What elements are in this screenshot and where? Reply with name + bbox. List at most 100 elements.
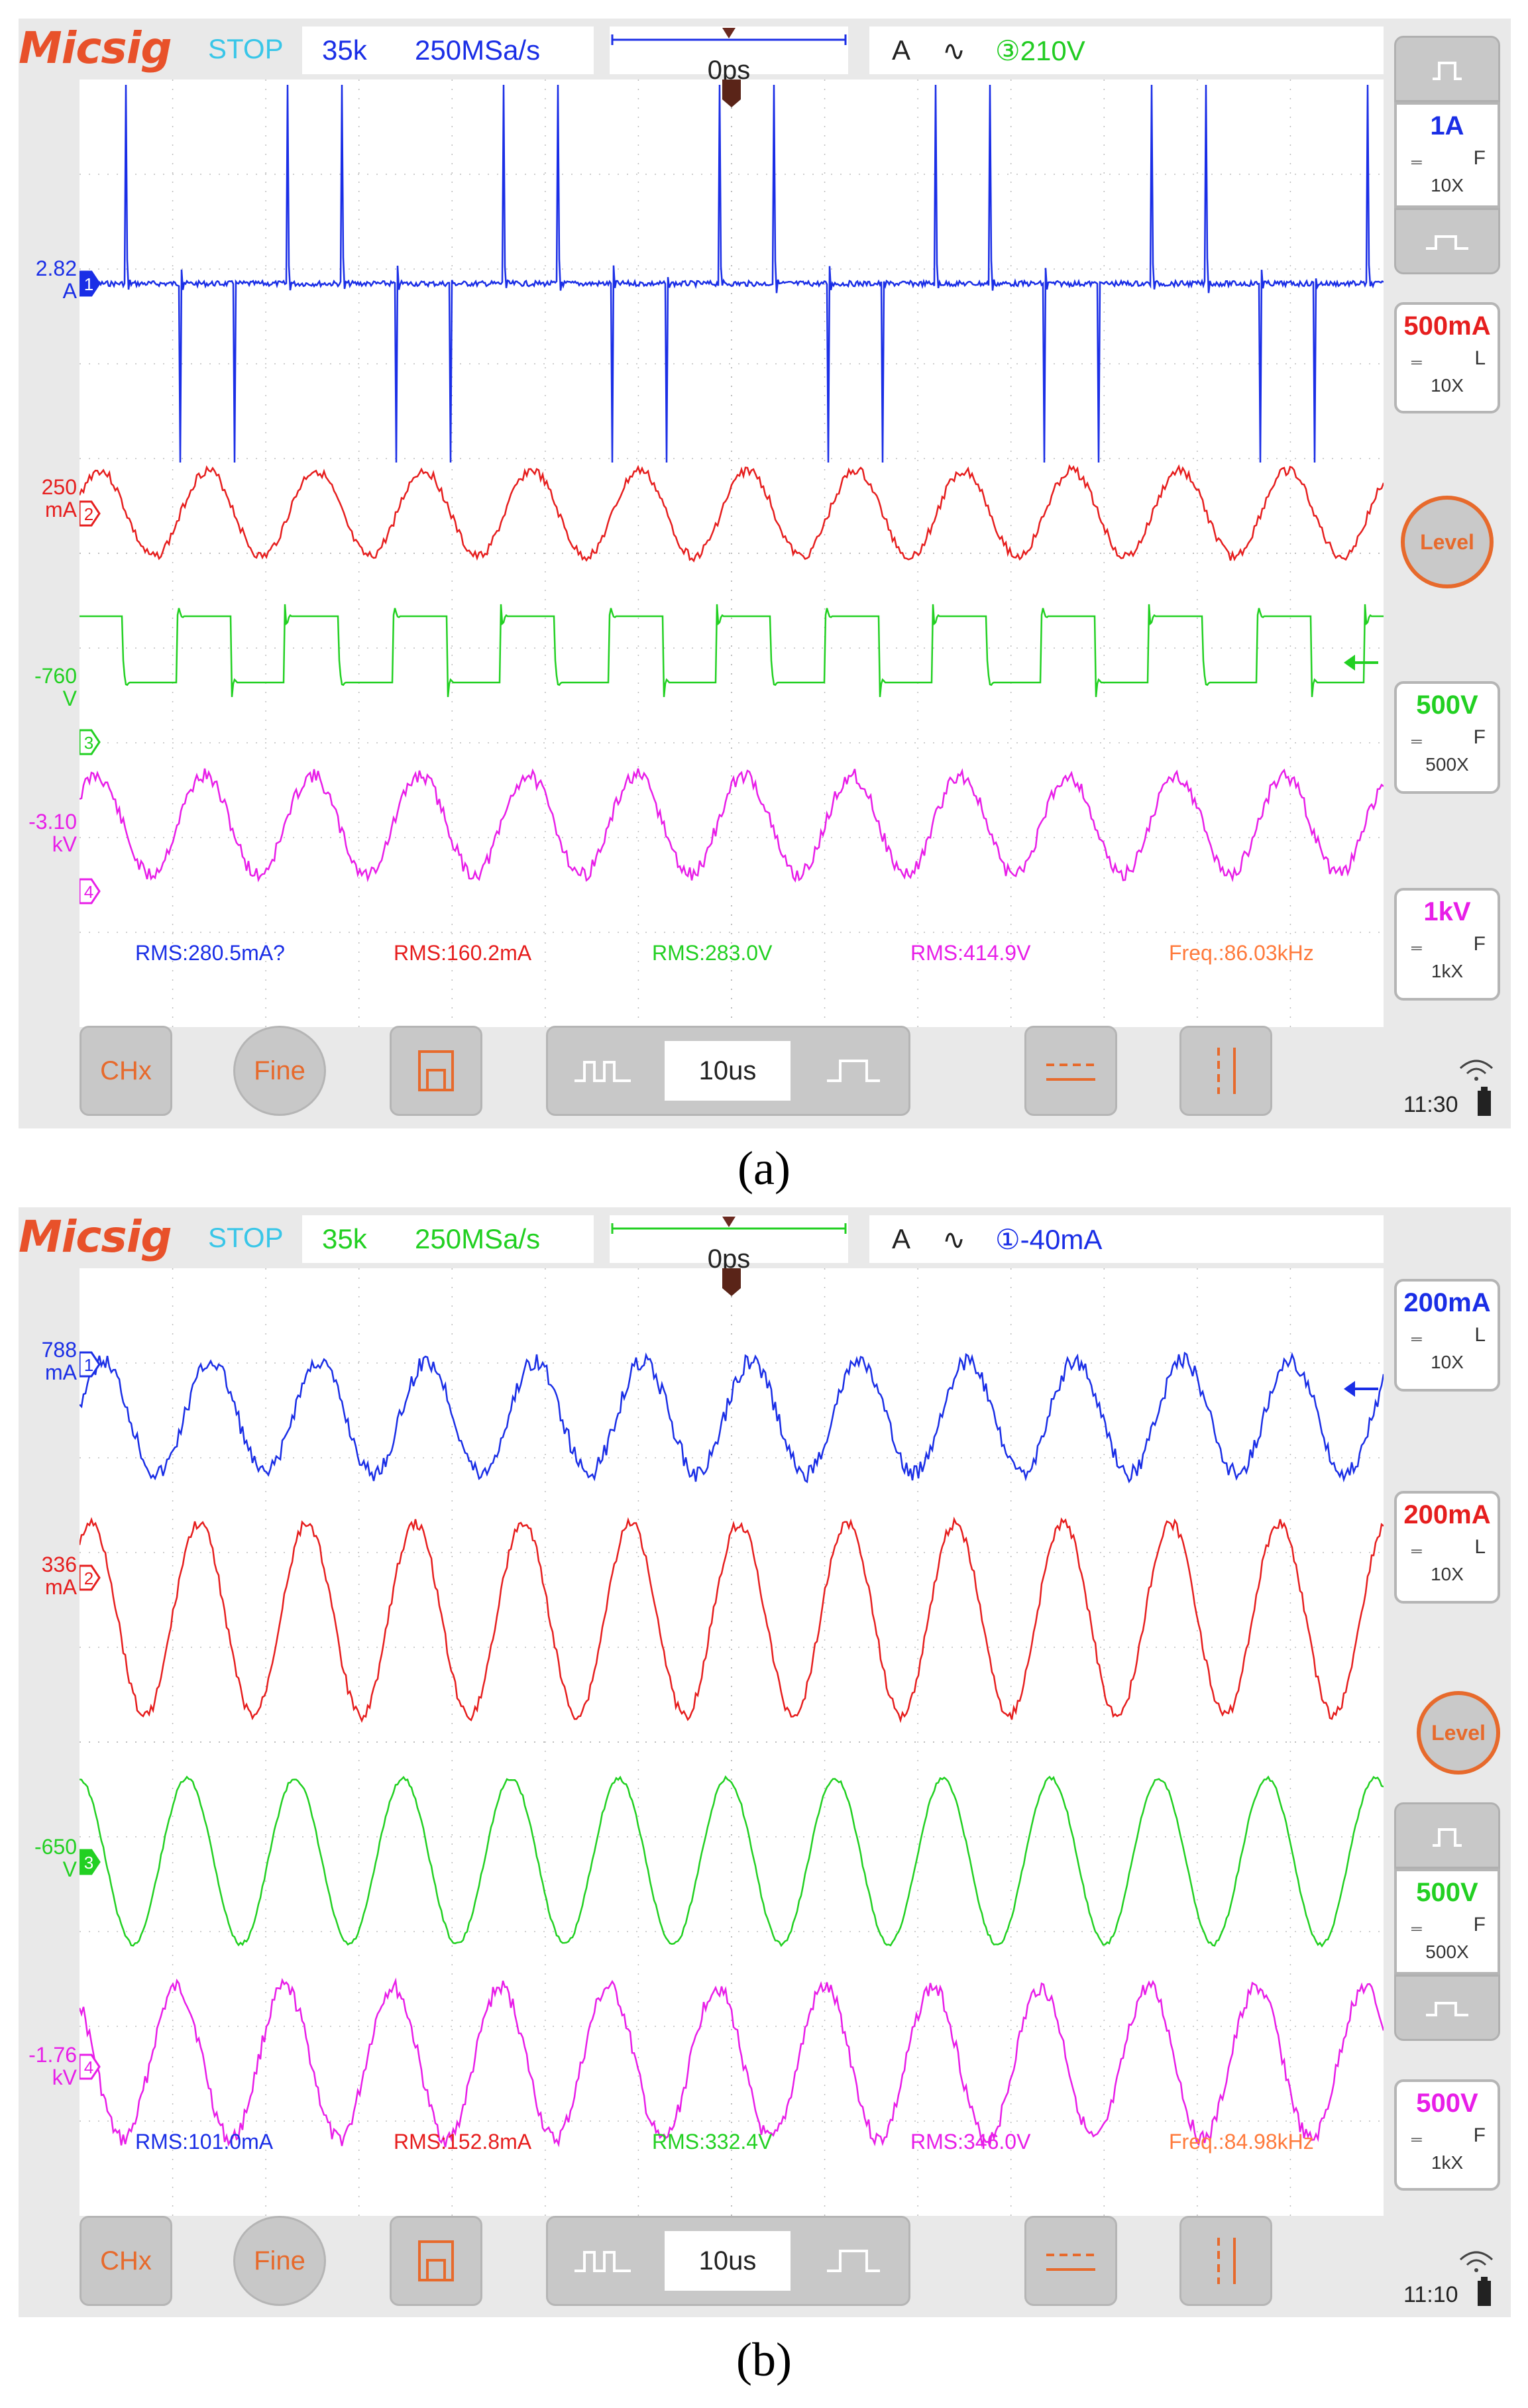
ch4-scale-box[interactable]: 500V ═ F 1kX bbox=[1394, 2079, 1500, 2191]
waveform-area[interactable]: 1 2 3 4 RMS:280.5mA? RMS:160.2mA RMS:283.0V… bbox=[80, 80, 1384, 1027]
ch1-trace bbox=[80, 84, 1384, 463]
ch2-offset-label: 250 mA bbox=[41, 475, 77, 521]
fine-button[interactable]: Fine bbox=[233, 2216, 326, 2306]
caption-b: (b) bbox=[736, 2333, 792, 2386]
trigger-level: ①-40mA bbox=[995, 1224, 1103, 1255]
ch4-offset-label: -3.10 kV bbox=[28, 810, 77, 856]
timebase-control[interactable]: 10us bbox=[546, 1026, 910, 1116]
trigger-mode: A bbox=[892, 1223, 911, 1254]
ch3-trace bbox=[80, 604, 1384, 698]
memory-depth: 35k bbox=[322, 34, 367, 66]
ch3-scale-down-button[interactable] bbox=[1394, 1975, 1500, 2041]
caption-a: (a) bbox=[737, 1142, 791, 1195]
ch1-scale-up-button[interactable] bbox=[1394, 36, 1500, 102]
trigger-level-arrow bbox=[1344, 655, 1378, 671]
ch3-offset-label: -760 V bbox=[34, 664, 77, 710]
clock: 11:10 bbox=[1403, 2282, 1458, 2307]
ch4-offset-label: -1.76 kV bbox=[28, 2043, 77, 2089]
top-status-bar: Micsig STOP 35k 250MSa/s 0ps A ∿ ①-40mA bbox=[19, 1207, 1384, 1274]
frequency-readout: Freq.:84.98kHz bbox=[1169, 2130, 1314, 2154]
ch3-scale-box[interactable]: 500V ═ F 500X bbox=[1394, 1869, 1500, 1975]
waveform-plot: 1 2 3 4 bbox=[80, 1268, 1384, 2216]
ch4-marker: 4 bbox=[80, 2053, 101, 2080]
graticule bbox=[80, 80, 1384, 1027]
svg-text:4: 4 bbox=[84, 882, 93, 902]
frequency-readout: Freq.:86.03kHz bbox=[1169, 941, 1314, 965]
trigger-slope-icon: ∿ bbox=[942, 35, 966, 66]
ch2-trace bbox=[80, 1516, 1384, 1724]
svg-text:2: 2 bbox=[84, 1568, 93, 1588]
memory-depth: 35k bbox=[322, 1223, 367, 1254]
time-offset-box[interactable]: 0ps bbox=[610, 27, 848, 85]
ch1-scale-box[interactable]: 200mA ═ L 10X bbox=[1394, 1279, 1500, 1392]
trigger-position-marker bbox=[722, 80, 741, 107]
timebase-value: 10us bbox=[665, 1041, 791, 1101]
ch4-trace bbox=[80, 1977, 1384, 2148]
ch1-offset-label: 2.82 A bbox=[35, 256, 77, 303]
sample-rate: 250MSa/s bbox=[415, 34, 541, 66]
ch3-marker: 3 bbox=[80, 729, 101, 755]
trigger-slope-icon: ∿ bbox=[942, 1224, 966, 1255]
wifi-icon bbox=[1459, 2251, 1494, 2272]
horizontal-cursor-icon bbox=[1046, 1064, 1095, 1081]
time-offset-box[interactable]: 0ps bbox=[610, 1215, 848, 1274]
save-icon bbox=[418, 1050, 454, 1091]
svg-text:1: 1 bbox=[84, 1355, 93, 1375]
run-stop-status[interactable]: STOP bbox=[208, 1222, 284, 1253]
chx-button[interactable]: CHx bbox=[80, 2216, 172, 2306]
fine-button[interactable]: Fine bbox=[233, 1026, 326, 1116]
ch3-offset-label: -650 V bbox=[34, 1835, 77, 1881]
ch1-scale-down-button[interactable] bbox=[1394, 208, 1500, 274]
ch4-rms: RMS:346.0V bbox=[910, 2130, 1031, 2154]
ch3-rms: RMS:332.4V bbox=[652, 2130, 773, 2154]
svg-text:1: 1 bbox=[84, 274, 93, 294]
svg-text:4: 4 bbox=[84, 2057, 93, 2077]
save-icon bbox=[418, 2240, 454, 2281]
ch1-scale-box[interactable]: 1A ═ F 10X bbox=[1394, 102, 1500, 208]
timebase-increase-icon bbox=[827, 1060, 880, 1082]
vertical-cursor-button[interactable] bbox=[1179, 1026, 1272, 1116]
ch1-marker: 1 bbox=[80, 1351, 101, 1378]
trigger-position-marker bbox=[722, 1268, 741, 1296]
timebase-increase-icon bbox=[827, 2250, 880, 2272]
save-button[interactable] bbox=[390, 1026, 482, 1116]
trigger-info[interactable]: A ∿ ③210V bbox=[869, 27, 1384, 74]
sample-rate: 250MSa/s bbox=[415, 1223, 541, 1254]
brand-logo: Micsig bbox=[19, 1211, 172, 1262]
timebase-control[interactable]: 10us bbox=[546, 2216, 910, 2306]
ch2-offset-label: 336 mA bbox=[41, 1553, 77, 1599]
clock: 11:30 bbox=[1403, 1092, 1458, 1117]
horizontal-cursor-button[interactable] bbox=[1024, 2216, 1117, 2306]
ch3-marker: 3 bbox=[80, 1849, 101, 1875]
brand-logo: Micsig bbox=[19, 23, 172, 74]
ch2-rms: RMS:160.2mA bbox=[394, 941, 532, 965]
scope-screen-b: Micsig STOP 35k 250MSa/s 0ps A ∿ ①-40mA … bbox=[19, 1207, 1511, 2317]
ch1-trace bbox=[80, 1351, 1384, 1484]
horizontal-cursor-button[interactable] bbox=[1024, 1026, 1117, 1116]
time-position-bar bbox=[611, 1217, 847, 1234]
vertical-cursor-button[interactable] bbox=[1179, 2216, 1272, 2306]
ch3-rms: RMS:283.0V bbox=[652, 941, 773, 965]
trigger-level-arrow bbox=[1344, 1381, 1378, 1397]
top-status-bar: Micsig STOP 35k 250MSa/s 0ps A ∿ ③210V bbox=[19, 19, 1384, 85]
ch3-scale-box[interactable]: 500V ═ F 500X bbox=[1394, 681, 1500, 794]
chx-button[interactable]: CHx bbox=[80, 1026, 172, 1116]
trigger-level-button[interactable]: Level bbox=[1401, 496, 1494, 588]
acquisition-info[interactable]: 35k 250MSa/s bbox=[302, 1215, 594, 1263]
ch1-rms: RMS:280.5mA? bbox=[135, 941, 285, 965]
ch2-scale-box[interactable]: 500mA ═ L 10X bbox=[1394, 302, 1500, 413]
acquisition-info[interactable]: 35k 250MSa/s bbox=[302, 27, 594, 74]
ch4-scale-box[interactable]: 1kV ═ F 1kX bbox=[1394, 888, 1500, 1001]
time-position-bar bbox=[611, 28, 847, 45]
ch3-trace bbox=[80, 1775, 1384, 1948]
ch4-trace bbox=[80, 768, 1384, 883]
ch3-scale-up-button[interactable] bbox=[1394, 1802, 1500, 1869]
save-button[interactable] bbox=[390, 2216, 482, 2306]
trigger-level-button[interactable]: Level bbox=[1417, 1691, 1500, 1775]
trigger-info[interactable]: A ∿ ①-40mA bbox=[869, 1215, 1384, 1263]
battery-icon bbox=[1478, 2277, 1491, 2306]
ch2-rms: RMS:152.8mA bbox=[394, 2130, 532, 2154]
ch2-scale-box[interactable]: 200mA ═ L 10X bbox=[1394, 1491, 1500, 1604]
run-stop-status[interactable]: STOP bbox=[208, 33, 284, 64]
